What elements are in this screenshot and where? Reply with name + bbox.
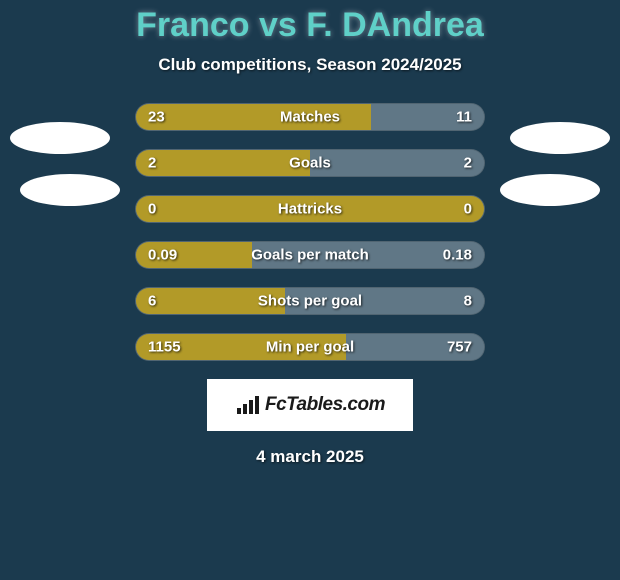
player-left-badge-1: [10, 122, 110, 154]
stat-label: Hattricks: [278, 201, 342, 218]
stat-value-left: 23: [148, 109, 165, 126]
stat-bar-left: [136, 150, 310, 176]
stat-row: 1155 757 Min per goal: [135, 333, 485, 361]
stat-value-right: 757: [447, 339, 472, 356]
stat-row: 2 2 Goals: [135, 149, 485, 177]
stat-value-right: 2: [464, 155, 472, 172]
page-title: Franco vs F. DAndrea: [0, 0, 620, 45]
stat-bar-right: [310, 150, 484, 176]
subtitle: Club competitions, Season 2024/2025: [0, 55, 620, 75]
stat-value-left: 6: [148, 293, 156, 310]
player-left-name: Franco: [136, 6, 249, 44]
stat-label: Shots per goal: [258, 293, 362, 310]
stat-value-left: 0.09: [148, 247, 177, 264]
vs-separator: vs: [250, 6, 307, 44]
footer-logo[interactable]: FcTables.com: [207, 379, 413, 431]
stat-value-right: 8: [464, 293, 472, 310]
stat-label: Goals: [289, 155, 331, 172]
player-right-badge-1: [510, 122, 610, 154]
stat-row: 0.09 0.18 Goals per match: [135, 241, 485, 269]
chart-icon: [235, 394, 261, 416]
player-right-name: F. DAndrea: [306, 6, 484, 44]
player-left-badge-2: [20, 174, 120, 206]
footer-date: 4 march 2025: [0, 447, 620, 467]
stat-row: 6 8 Shots per goal: [135, 287, 485, 315]
stat-value-right: 0.18: [443, 247, 472, 264]
stat-value-left: 2: [148, 155, 156, 172]
stat-label: Min per goal: [266, 339, 354, 356]
player-right-badge-2: [500, 174, 600, 206]
stat-value-right: 11: [456, 109, 472, 126]
comparison-widget: Franco vs F. DAndrea Club competitions, …: [0, 0, 620, 580]
stat-value-left: 0: [148, 201, 156, 218]
stat-row: 23 11 Matches: [135, 103, 485, 131]
stat-label: Matches: [280, 109, 340, 126]
stat-value-right: 0: [464, 201, 472, 218]
footer-logo-text: FcTables.com: [265, 394, 385, 416]
stat-label: Goals per match: [251, 247, 369, 264]
stat-value-left: 1155: [148, 339, 181, 356]
stat-row: 0 0 Hattricks: [135, 195, 485, 223]
